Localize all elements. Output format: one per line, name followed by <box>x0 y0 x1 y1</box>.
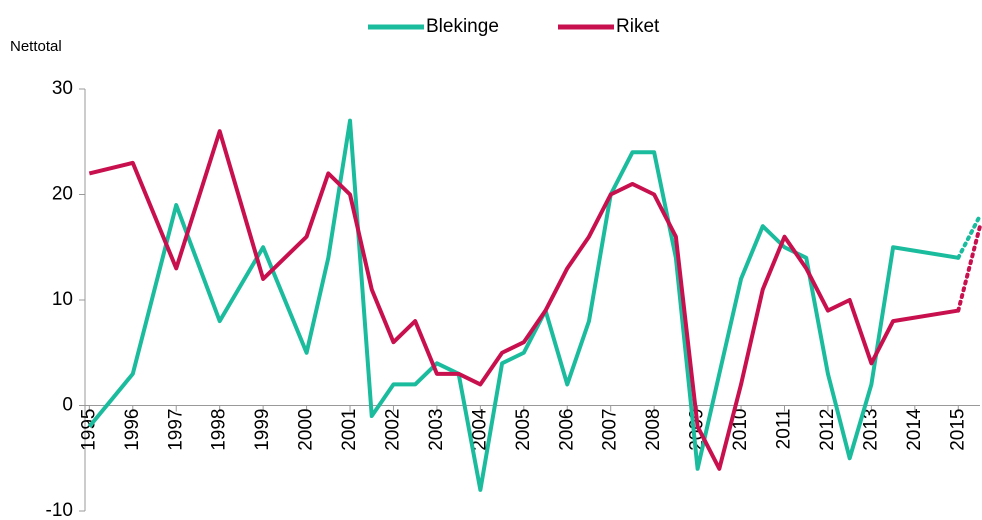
y-tick-label: 30 <box>52 78 73 99</box>
y-tick-label: 20 <box>52 184 73 205</box>
x-tick-label: 2015 <box>947 409 968 451</box>
x-tick-label: 1996 <box>122 409 143 451</box>
x-tick-label: 2012 <box>817 409 838 451</box>
x-tick-label: 2008 <box>643 409 664 451</box>
series-line <box>88 129 959 471</box>
x-tick-label: 2006 <box>556 409 577 451</box>
x-tick-label: 2010 <box>730 409 751 451</box>
x-tick-label: 2011 <box>774 409 795 450</box>
forecast-line <box>956 213 982 260</box>
legend-label: Riket <box>616 16 660 37</box>
x-tick-label: 2004 <box>469 408 490 451</box>
y-tick-label: 0 <box>62 395 73 416</box>
x-tick-label: 1998 <box>209 409 230 451</box>
y-tick-label: 10 <box>52 289 73 310</box>
x-tick-label: 2001 <box>339 409 360 451</box>
x-tick-label: 1997 <box>165 409 186 451</box>
y-tick-label: -10 <box>46 500 73 520</box>
x-tick-label: 1999 <box>252 409 273 451</box>
x-tick-label: 2014 <box>904 408 925 451</box>
x-tick-label: 2003 <box>426 409 447 451</box>
x-tick-label: 2002 <box>382 409 403 451</box>
legend-label: Blekinge <box>426 16 499 37</box>
x-tick-label: 2000 <box>296 409 317 451</box>
x-tick-label: 2007 <box>600 409 621 451</box>
forecast-line <box>956 224 982 313</box>
x-tick-label: 2013 <box>860 409 881 451</box>
x-tick-label: 2005 <box>513 409 534 451</box>
x-tick-label: 1995 <box>78 409 99 451</box>
y-axis-label: Nettotal <box>10 38 62 55</box>
